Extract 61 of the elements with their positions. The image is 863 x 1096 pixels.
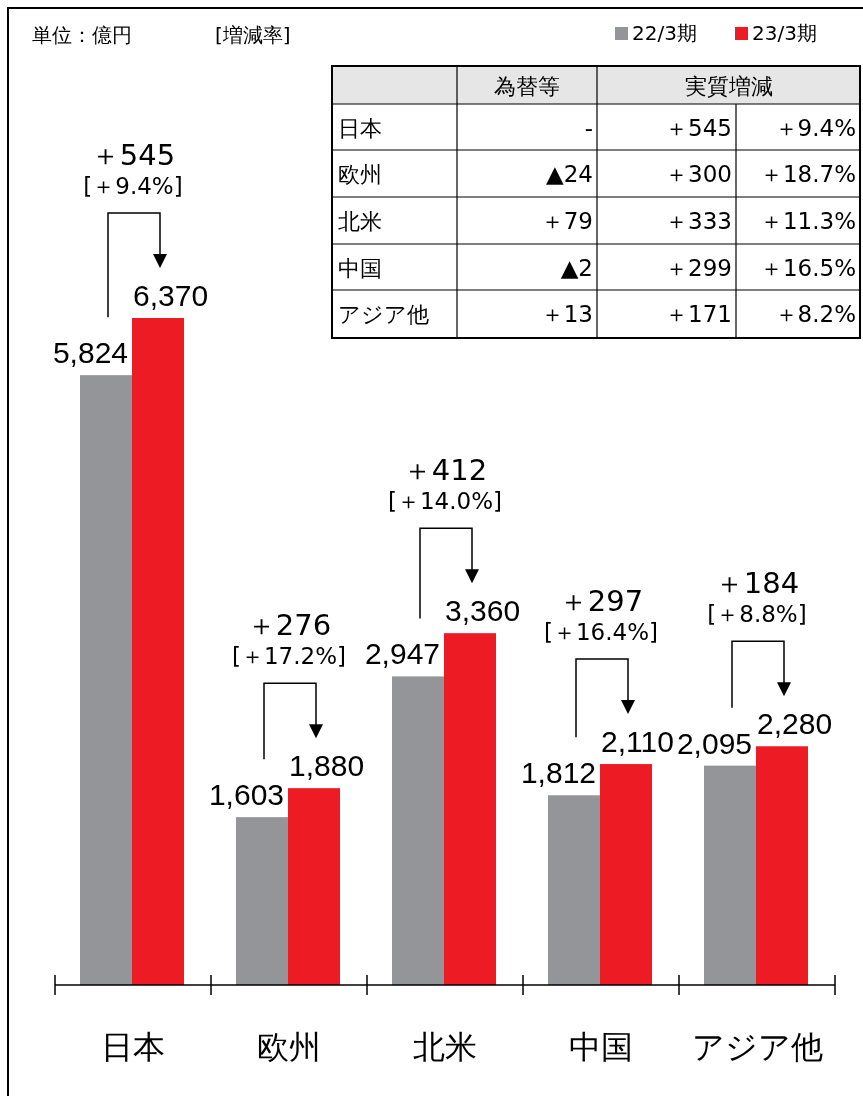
category-label: 実質増減 [684,74,773,99]
x-tick-label: 日本 [101,1028,165,1066]
text: ＋333 [665,208,732,234]
category-label: 為替等 [494,74,560,99]
data-label: 2,110 [601,725,674,759]
annotation: ＋276 [246,608,332,643]
text: 単位：億円 [32,23,132,47]
legend-label: 22/3期 [632,21,697,45]
annotation: ＋297 [558,584,644,619]
text: [増減率] [215,23,291,47]
text: ＋18.7% [759,161,856,187]
x-tick-label: 北米 [413,1028,477,1066]
annotation: [＋14.0%] [387,488,503,515]
bar [392,676,444,985]
bar [132,318,184,985]
bar [444,633,496,985]
x-tick-label: アジア他 [691,1028,823,1066]
annotation: [＋16.4%] [543,619,659,646]
data-label: 2,947 [364,637,440,671]
text: ＋300 [665,161,732,187]
data-label: 1,880 [289,749,365,783]
data-label: 3,360 [445,594,521,628]
text: ＋8.2% [774,301,856,327]
text: ▲2 [560,255,593,281]
data-label: 1,812 [520,756,596,790]
text: ＋79 [540,208,593,234]
text: ＋171 [665,301,732,327]
bar [80,375,132,985]
category-label: 欧州 [338,162,382,187]
bar [600,764,652,985]
text: ＋299 [665,255,732,281]
text: ▲24 [546,161,593,187]
data-label: 2,095 [676,726,752,760]
annotation: ＋184 [714,566,800,601]
text: ＋13 [540,301,593,327]
data-label: 2,280 [757,707,833,741]
bar [288,788,340,985]
category-label: 北米 [338,209,382,234]
text: ＋9.4% [774,115,856,141]
bar [548,795,600,985]
annotation: [＋17.2%] [231,643,347,670]
legend-label: 23/3期 [752,21,817,45]
category-label: 中国 [338,256,382,281]
annotation: ＋412 [402,453,488,488]
annotation: [＋8.8%] [707,601,807,628]
category-label: 日本 [338,116,382,141]
text: [＋9.4%] [83,173,183,199]
x-tick-label: 欧州 [257,1028,321,1066]
text: ＋545 [90,138,176,172]
bar [756,746,808,985]
x-tick-label: 中国 [569,1028,633,1066]
bar [704,765,756,985]
category-label: アジア他 [338,302,429,327]
text: ＋545 [665,115,732,141]
text: ＋16.5% [759,255,856,281]
text: ＋11.3% [759,208,856,234]
data-label: 5,824 [52,336,128,370]
text: - [584,115,593,141]
data-label: 1,603 [208,778,284,812]
bar [236,817,288,985]
data-label: 6,370 [133,279,209,312]
